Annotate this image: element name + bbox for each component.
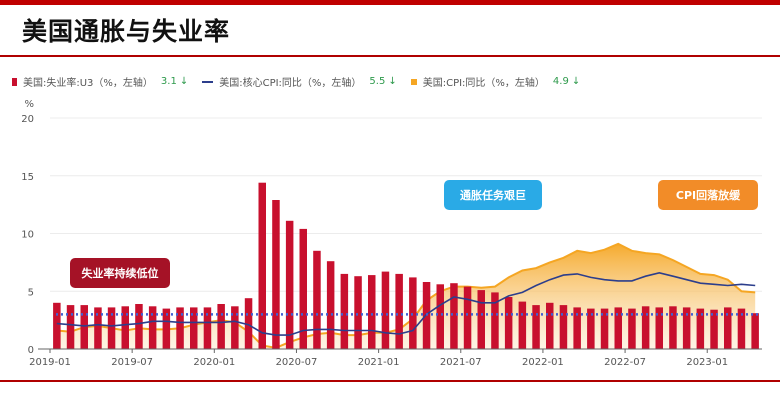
arrow-down-icon: ↓ — [571, 76, 581, 87]
unemployment-bar — [381, 271, 390, 349]
x-tick-label: 2019-01 — [29, 357, 71, 368]
unemployment-bar — [244, 298, 253, 349]
unemployment-bar — [326, 261, 335, 349]
unemployment-bar — [655, 307, 663, 349]
x-tick-label: 2020-01 — [193, 357, 235, 368]
chart-legend: 美国:失业率:U3（%，左轴） 3.1 ↓ 美国:核心CPI:同比（%，左轴） … — [12, 74, 594, 89]
legend-label: 美国:核心CPI:同比（%，左轴） — [219, 78, 362, 89]
annotation-text: 通胀任务艰巨 — [460, 188, 526, 202]
y-axis-unit: % — [24, 99, 34, 110]
annotation-text: CPI回落放缓 — [676, 188, 741, 202]
x-tick-label: 2023-01 — [686, 357, 728, 368]
unemployment-bar — [600, 308, 609, 349]
unemployment-bar — [641, 306, 650, 349]
arrow-down-icon: ↓ — [388, 76, 397, 87]
unemployment-bar — [368, 275, 376, 349]
unemployment-bar — [162, 308, 171, 349]
legend-item-unemployment: 美国:失业率:U3（%，左轴） 3.1 ↓ — [12, 74, 188, 89]
unemployment-bar — [285, 220, 294, 349]
unemployment-bar — [231, 306, 239, 349]
x-tick-label: 2021-07 — [440, 357, 482, 368]
cpi-line — [56, 242, 756, 349]
unemployment-bar — [546, 302, 554, 349]
legend-item-cpi: 美国:CPI:同比（%，左轴） 4.9 ↓ — [410, 74, 581, 89]
unemployment-bar — [737, 308, 746, 349]
unemployment-bar — [628, 308, 636, 349]
unemployment-bar — [682, 307, 691, 349]
core-cpi-line — [56, 271, 756, 336]
unemployment-bar — [477, 290, 485, 349]
legend-swatch-line-icon — [202, 80, 214, 83]
annotation-box — [658, 180, 758, 210]
y-tick-label: 20 — [21, 114, 34, 125]
annotation-text: 失业率持续低位 — [82, 266, 159, 280]
unemployment-bar — [107, 307, 116, 349]
unemployment-bar — [724, 307, 732, 349]
unemployment-bar — [148, 306, 157, 349]
unemployment-bar — [80, 305, 88, 349]
unemployment-bar — [340, 273, 349, 349]
y-tick-label: 10 — [21, 230, 34, 241]
unemployment-bar — [203, 307, 212, 349]
unemployment-bar — [121, 306, 129, 349]
page-title: 美国通胀与失业率 — [22, 17, 231, 46]
legend-label: 美国:失业率:U3（%，左轴） — [23, 78, 153, 89]
legend-swatch-bar-icon — [12, 77, 17, 86]
legend-label: 美国:CPI:同比（%，左轴） — [422, 78, 545, 89]
title-divider — [0, 55, 780, 57]
unemployment-bar — [258, 182, 266, 349]
legend-item-core-cpi: 美国:核心CPI:同比（%，左轴） 5.5 ↓ — [202, 74, 397, 89]
unemployment-bar — [94, 307, 102, 349]
unemployment-bar — [354, 276, 362, 349]
bottom-divider — [0, 380, 780, 382]
unemployment-bar — [587, 308, 595, 349]
annotation-box — [70, 258, 170, 288]
unemployment-bar — [696, 308, 705, 349]
unemployment-bar — [217, 304, 225, 349]
legend-swatch-area-icon — [410, 78, 417, 85]
arrow-down-icon: ↓ — [179, 76, 189, 87]
unemployment-bar — [614, 307, 622, 349]
unemployment-bar — [272, 200, 280, 349]
unemployment-bar — [313, 250, 321, 349]
unemployment-bar — [559, 305, 568, 349]
unemployment-bar — [436, 284, 444, 349]
unemployment-bar — [190, 307, 198, 349]
unemployment-bar — [491, 292, 499, 349]
x-tick-label: 2020-07 — [276, 357, 318, 368]
top-accent-bar — [0, 0, 780, 5]
unemployment-bar — [669, 306, 677, 349]
unemployment-bar — [450, 283, 458, 349]
y-tick-label: 0 — [28, 345, 34, 356]
unemployment-bar — [710, 309, 718, 349]
unemployment-bar — [135, 304, 143, 349]
x-tick-label: 2021-01 — [358, 357, 400, 368]
unemployment-bar — [176, 307, 184, 349]
annotation-box — [444, 180, 542, 210]
legend-latest-value: 3.1 — [160, 76, 177, 87]
legend-latest-value: 5.5 — [369, 76, 386, 87]
unemployment-bar — [751, 313, 759, 349]
unemployment-bar — [463, 286, 472, 349]
y-tick-label: 15 — [21, 172, 34, 183]
unemployment-bar — [66, 305, 75, 349]
unemployment-bar — [518, 301, 527, 349]
unemployment-bar — [532, 305, 540, 349]
y-tick-label: 5 — [28, 287, 34, 298]
unemployment-bar — [504, 297, 513, 349]
legend-latest-value: 4.9 — [552, 76, 569, 87]
unemployment-bar — [53, 302, 61, 349]
x-tick-label: 2022-01 — [522, 357, 564, 368]
x-tick-label: 2022-07 — [604, 357, 646, 368]
unemployment-bar — [395, 273, 403, 349]
unemployment-bar — [573, 307, 581, 349]
unemployment-bar — [299, 228, 307, 349]
x-tick-label: 2019-07 — [111, 357, 153, 368]
